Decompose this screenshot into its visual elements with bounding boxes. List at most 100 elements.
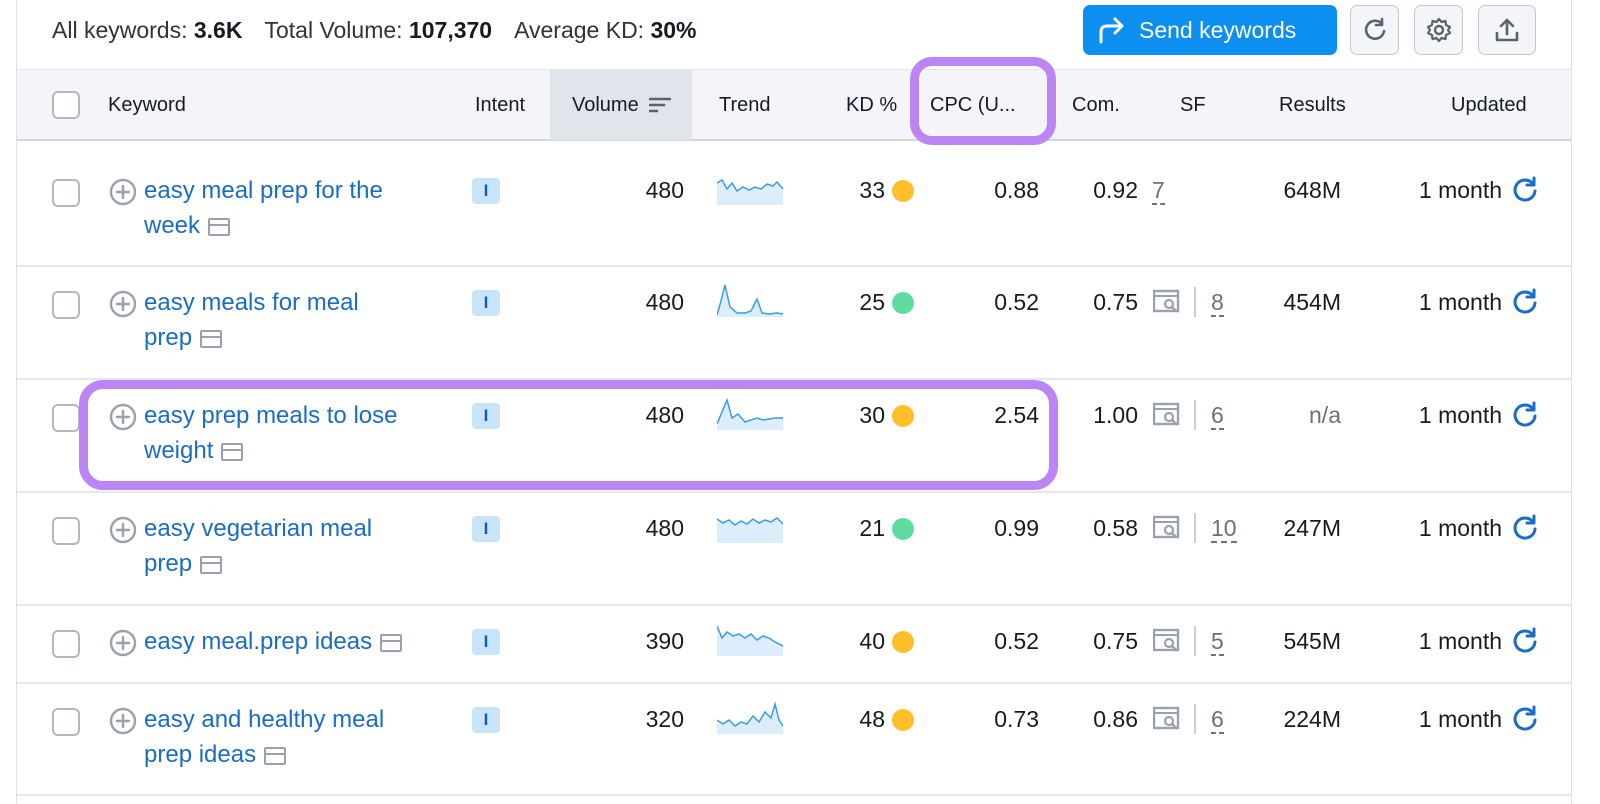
keyword-link[interactable]: easy meal.prep ideas — [144, 628, 373, 655]
keyword-link-continued[interactable]: weight — [144, 437, 214, 464]
volume-value: 480 — [645, 177, 684, 203]
results-value: 648M — [1283, 177, 1341, 203]
volume-value: 480 — [645, 402, 684, 428]
column-com[interactable]: Com. — [1072, 93, 1120, 116]
add-to-list-icon[interactable] — [109, 403, 137, 431]
table-row: easy prep meals to lose weight I 480 30 … — [17, 380, 1571, 493]
kd-value: 30 — [859, 402, 885, 428]
serp-snapshot-icon[interactable] — [380, 633, 403, 652]
cpc-value: 2.54 — [994, 402, 1039, 428]
update-refresh-icon[interactable] — [1511, 401, 1539, 429]
add-to-list-icon[interactable] — [109, 707, 137, 735]
share-arrow-icon — [1099, 17, 1124, 44]
volume-value: 480 — [645, 515, 684, 541]
serp-snapshot-icon[interactable] — [264, 746, 287, 765]
results-value: 545M — [1283, 628, 1341, 654]
keyword-link[interactable]: easy vegetarian meal — [144, 515, 373, 542]
keyword-link[interactable]: easy prep meals to lose — [144, 402, 398, 429]
sf-divider — [1194, 400, 1196, 430]
column-keyword[interactable]: Keyword — [108, 93, 186, 116]
keyword-cell: easy prep meals to lose weight — [144, 398, 434, 468]
trend-sparkline — [717, 178, 783, 205]
cpc-value: 0.52 — [994, 289, 1039, 315]
add-to-list-icon[interactable] — [109, 516, 137, 544]
update-refresh-icon[interactable] — [1511, 627, 1539, 655]
kd-value: 40 — [859, 628, 885, 654]
refresh-button[interactable] — [1350, 5, 1399, 55]
update-refresh-icon[interactable] — [1511, 514, 1539, 542]
column-updated[interactable]: Updated — [1451, 93, 1527, 116]
select-all-checkbox[interactable] — [52, 91, 80, 119]
column-cpc[interactable]: CPC (U... — [930, 93, 1016, 116]
column-volume-label: Volume — [572, 93, 639, 116]
serp-feature-icon[interactable] — [1153, 628, 1181, 652]
update-refresh-icon[interactable] — [1511, 176, 1539, 204]
column-sf[interactable]: SF — [1180, 93, 1206, 116]
serp-feature-icon[interactable] — [1153, 289, 1181, 313]
kd-difficulty-dot — [892, 292, 914, 314]
update-refresh-icon[interactable] — [1511, 288, 1539, 316]
table-row: easy meal prep for the week I 480 33 0.8… — [17, 153, 1571, 267]
trend-sparkline — [717, 284, 783, 317]
add-to-list-icon[interactable] — [109, 290, 137, 318]
send-keywords-button[interactable]: Send keywords — [1083, 5, 1337, 55]
kd-difficulty-dot — [892, 631, 914, 653]
sf-count[interactable]: 8 — [1211, 289, 1224, 317]
column-results[interactable]: Results — [1279, 93, 1346, 116]
total-volume-stat: Total Volume: 107,370 — [264, 16, 493, 43]
sf-divider — [1194, 513, 1196, 543]
cpc-value: 0.73 — [994, 706, 1039, 732]
competition-value: 0.75 — [1093, 628, 1138, 654]
row-checkbox[interactable] — [52, 630, 80, 658]
row-checkbox[interactable] — [52, 179, 80, 207]
column-intent[interactable]: Intent — [475, 93, 526, 116]
sf-count[interactable]: 7 — [1152, 177, 1165, 205]
keyword-link-continued[interactable]: prep — [144, 324, 193, 351]
upload-icon — [1495, 18, 1519, 42]
kd-value: 25 — [859, 289, 885, 315]
row-checkbox[interactable] — [52, 708, 80, 736]
serp-snapshot-icon[interactable] — [208, 217, 231, 236]
keyword-cell: easy meals for meal prep — [144, 285, 434, 355]
keyword-link[interactable]: easy meal prep for the — [144, 177, 383, 204]
keyword-cell: easy vegetarian meal prep — [144, 511, 434, 581]
row-checkbox[interactable] — [52, 404, 80, 432]
keyword-link[interactable]: easy and healthy meal — [144, 706, 385, 733]
keyword-link[interactable]: easy meals for meal — [144, 289, 359, 316]
keyword-summary: All keywords: 3.6K Total Volume: 107,370… — [52, 14, 719, 46]
keyword-link-continued[interactable]: prep ideas — [144, 741, 257, 768]
add-to-list-icon[interactable] — [109, 178, 137, 206]
column-trend[interactable]: Trend — [719, 93, 771, 116]
serp-feature-icon[interactable] — [1153, 706, 1181, 730]
serp-snapshot-icon[interactable] — [200, 329, 223, 348]
updated-value: 1 month — [1418, 706, 1502, 732]
volume-value: 480 — [645, 289, 684, 315]
keyword-link-continued[interactable]: prep — [144, 550, 193, 577]
sf-count[interactable]: 10 — [1211, 515, 1237, 543]
results-value: 224M — [1283, 706, 1341, 732]
serp-snapshot-icon[interactable] — [200, 555, 223, 574]
sf-count[interactable]: 6 — [1211, 706, 1224, 734]
table-row: easy vegetarian meal prep I 480 21 0.99 … — [17, 493, 1571, 606]
column-kd[interactable]: KD % — [846, 93, 898, 116]
trend-sparkline — [717, 625, 783, 656]
intent-badge: I — [472, 290, 500, 316]
export-button[interactable] — [1478, 5, 1536, 55]
serp-snapshot-icon[interactable] — [221, 442, 244, 461]
cpc-value: 0.99 — [994, 515, 1039, 541]
results-value: 454M — [1283, 289, 1341, 315]
competition-value: 1.00 — [1093, 402, 1138, 428]
row-checkbox[interactable] — [52, 517, 80, 545]
add-to-list-icon[interactable] — [109, 629, 137, 657]
settings-button[interactable] — [1414, 5, 1463, 55]
row-checkbox[interactable] — [52, 291, 80, 319]
sf-count[interactable]: 5 — [1211, 628, 1224, 656]
volume-value: 320 — [645, 706, 684, 732]
serp-feature-icon[interactable] — [1153, 402, 1181, 426]
sf-count[interactable]: 6 — [1211, 402, 1224, 430]
update-refresh-icon[interactable] — [1511, 705, 1539, 733]
serp-feature-icon[interactable] — [1153, 515, 1181, 539]
kd-difficulty-dot — [892, 518, 914, 540]
column-volume[interactable]: Volume — [572, 70, 671, 140]
keyword-link-continued[interactable]: week — [144, 212, 201, 239]
